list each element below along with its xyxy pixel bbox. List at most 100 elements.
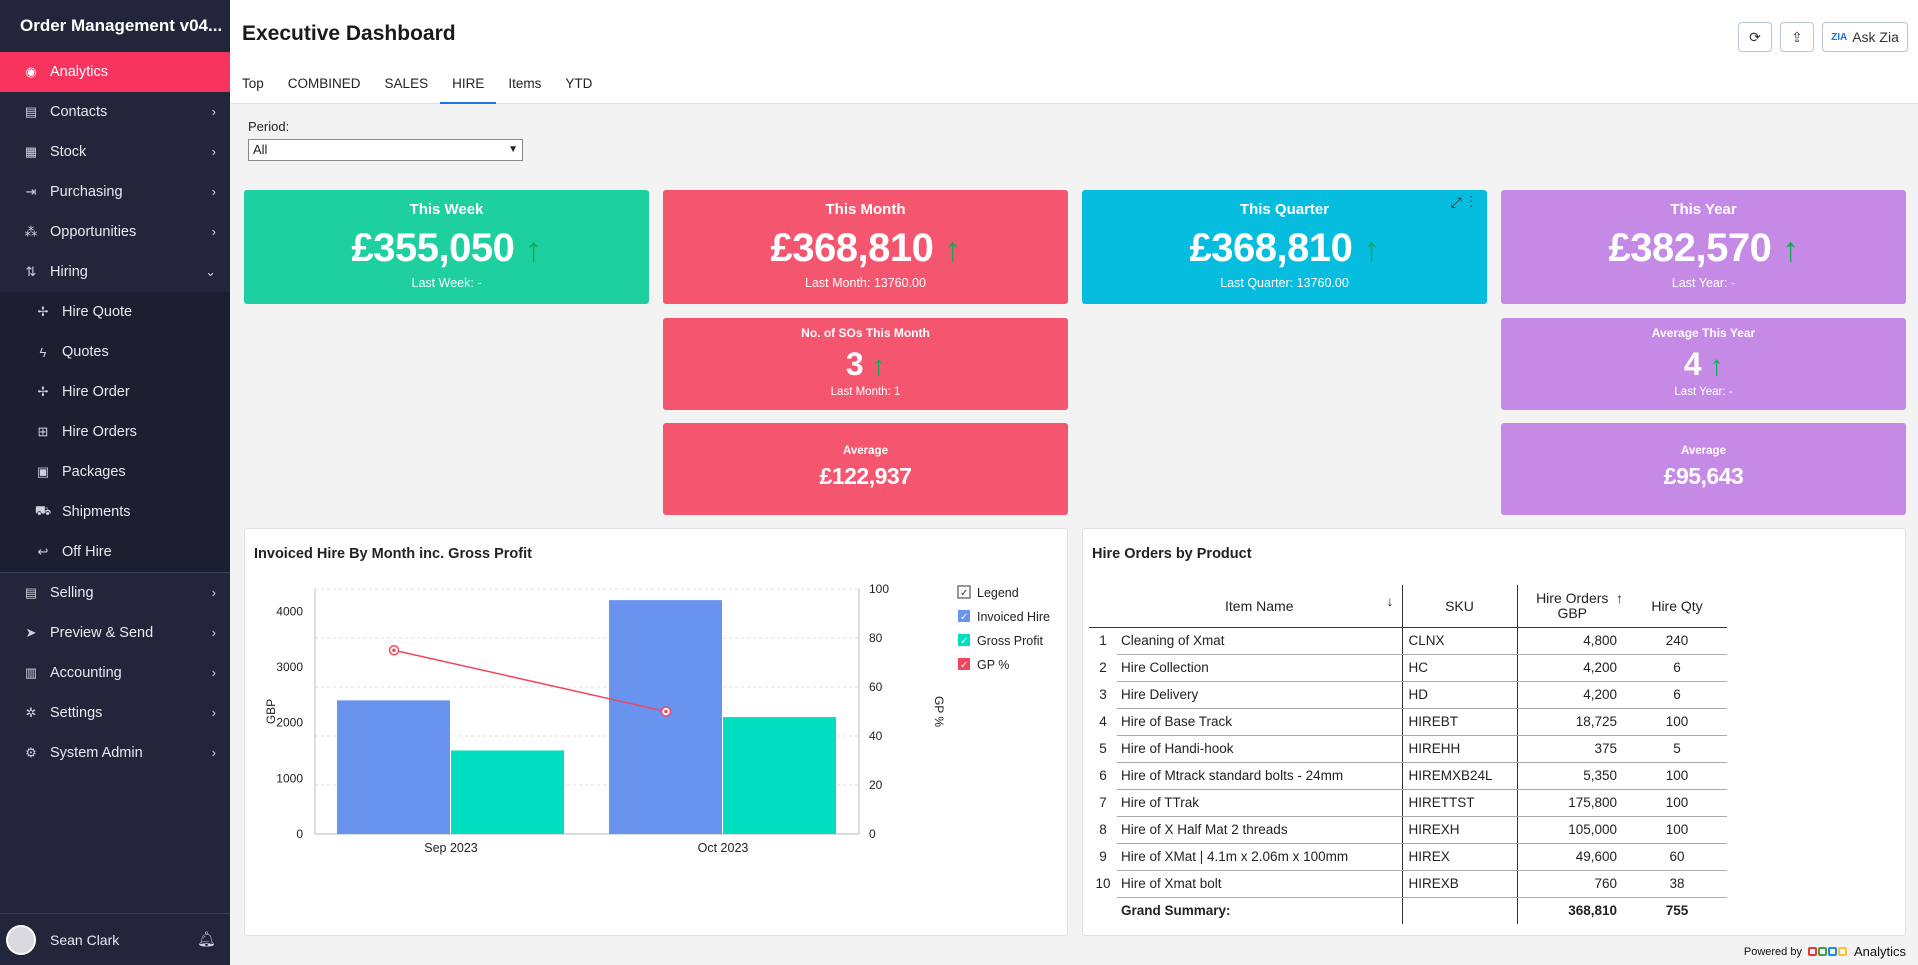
col-gbp-label: Hire Orders GBP bbox=[1536, 589, 1609, 621]
sidebar-subitem-packages[interactable]: ▣ Packages bbox=[0, 452, 230, 492]
sidebar-subitem-hire-order[interactable]: ✢ Hire Order bbox=[0, 372, 230, 412]
table-row[interactable]: 8 Hire of X Half Mat 2 threads HIREXH 105,0… bbox=[1089, 816, 1727, 844]
tab-hire[interactable]: HIRE bbox=[440, 66, 497, 104]
col-hire-qty[interactable]: Hire Qty bbox=[1627, 585, 1727, 628]
col-hire-orders-gbp[interactable]: Hire Orders GBP ↑ bbox=[1517, 585, 1627, 628]
sidebar-item-accounting[interactable]: ▥ Accounting › bbox=[0, 653, 230, 693]
sort-asc-icon[interactable]: ↑ bbox=[1616, 590, 1623, 606]
sidebar-item-settings[interactable]: ✲ Settings › bbox=[0, 693, 230, 733]
arrow-up-icon: ↑ bbox=[1781, 231, 1799, 269]
chart-panel: Invoiced Hire By Month inc. Gross Profit… bbox=[244, 528, 1068, 936]
sidebar-subitem-shipments[interactable]: ⛟ Shipments bbox=[0, 492, 230, 532]
row-index: 1 bbox=[1099, 633, 1107, 649]
kpi-sub: Last Week: - bbox=[411, 276, 482, 290]
table-row[interactable]: 9 Hire of XMat | 4.1m x 2.06m x 100mm HIRE… bbox=[1089, 843, 1727, 871]
more-menu-icon[interactable]: ⋮ bbox=[1469, 194, 1474, 210]
table-row[interactable]: 10 Hire of Xmat bolt HIREXB 760 38 bbox=[1089, 870, 1727, 898]
chevron-right-icon: › bbox=[211, 184, 216, 199]
summary-sku bbox=[1402, 897, 1518, 924]
brand-label: Analytics bbox=[1853, 944, 1906, 959]
sidebar-item-contacts[interactable]: ▤ Contacts › bbox=[0, 92, 230, 132]
kpi-card-this-month[interactable]: This Month £368,810 ↑ Last Month: 13760.… bbox=[663, 190, 1068, 304]
bar-invoiced-hire-1 bbox=[609, 600, 722, 834]
sidebar-subitem-quotes[interactable]: ϟ Quotes bbox=[0, 332, 230, 372]
avatar[interactable] bbox=[6, 924, 36, 955]
kpi-value: £368,810 bbox=[770, 226, 934, 270]
period-select[interactable]: All ▼ bbox=[248, 139, 523, 161]
bell-icon[interactable]: 🔔︎ bbox=[196, 931, 216, 948]
table-row[interactable]: 2 Hire Collection HC 4,200 6 bbox=[1089, 654, 1727, 682]
col-sku[interactable]: SKU bbox=[1402, 585, 1518, 628]
sidebar-item-label: Packages bbox=[62, 464, 126, 480]
table-row[interactable]: 4 Hire of Base Track HIREBT 18,725 100 bbox=[1089, 708, 1727, 736]
sidebar-item-hiring[interactable]: ⇅ Hiring ⌄ bbox=[0, 252, 230, 292]
summary-label: Grand Summary: bbox=[1117, 897, 1403, 924]
table-row[interactable]: 5 Hire of Handi-hook HIREHH 375 5 bbox=[1089, 735, 1727, 763]
sidebar-item-label: Selling bbox=[50, 585, 94, 601]
sidebar-item-preview-send[interactable]: ➤ Preview & Send › bbox=[0, 613, 230, 653]
sidebar-item-selling[interactable]: ▤ Selling › bbox=[0, 573, 230, 613]
kpi-card-average-this-year[interactable]: Average This Year 4 ↑ Last Year: - bbox=[1501, 318, 1906, 410]
table-row[interactable]: 6 Hire of Mtrack standard bolts - 24mm HIR… bbox=[1089, 762, 1727, 790]
sidebar-item-analytics[interactable]: ◉ Analytics bbox=[0, 52, 230, 92]
kpi-value: £368,810 bbox=[1189, 226, 1353, 270]
chart-title: Invoiced Hire By Month inc. Gross Profit bbox=[254, 546, 532, 562]
package-icon: ▣ bbox=[36, 464, 50, 479]
row-index: 4 bbox=[1099, 714, 1107, 729]
user-name: Sean Clark bbox=[50, 931, 120, 948]
export-button[interactable]: ⇪ bbox=[1780, 22, 1814, 52]
tab-bar: Top COMBINED SALES HIRE Items YTD bbox=[230, 66, 1918, 104]
sidebar-subitem-hire-orders[interactable]: ⊞ Hire Orders bbox=[0, 412, 230, 452]
col-item-name[interactable]: Item Name ↓ bbox=[1117, 585, 1403, 628]
sidebar-item-label: Hiring bbox=[50, 264, 88, 280]
sidebar-item-opportunities[interactable]: ⁂ Opportunities › bbox=[0, 212, 230, 252]
kpi-title: This Year bbox=[1670, 201, 1737, 218]
check-icon: ✓ bbox=[960, 588, 968, 599]
sidebar-item-label: Opportunities bbox=[50, 224, 137, 240]
tab-sales[interactable]: SALES bbox=[384, 76, 429, 91]
kpi-sub: Last Month: 13760.00 bbox=[805, 276, 926, 290]
tab-items[interactable]: Items bbox=[508, 76, 542, 91]
y2-tick-label: 60 bbox=[869, 680, 883, 694]
table-row[interactable]: 3 Hire Delivery HD 4,200 6 bbox=[1089, 681, 1727, 709]
tab-top[interactable]: Top bbox=[242, 76, 264, 91]
sidebar-item-stock[interactable]: ▦ Stock › bbox=[0, 132, 230, 172]
table-row[interactable]: 1 Cleaning of Xmat CLNX 4,800 240 bbox=[1089, 627, 1727, 655]
sidebar-subitem-hire-quote[interactable]: ✢ Hire Quote bbox=[0, 292, 230, 332]
chevron-right-icon: › bbox=[211, 705, 216, 720]
cell-gbp: 105,000 bbox=[1517, 816, 1627, 844]
sidebar-subitem-off-hire[interactable]: ↩ Off Hire bbox=[0, 532, 230, 572]
kpi-card-this-year[interactable]: This Year £382,570 ↑ Last Year: - bbox=[1501, 190, 1906, 304]
y2-tick-label: 80 bbox=[869, 631, 883, 645]
chevron-right-icon: › bbox=[211, 625, 216, 640]
tab-combined[interactable]: COMBINED bbox=[287, 76, 361, 91]
y-axis-label: GBP bbox=[264, 699, 278, 724]
period-label: Period: bbox=[248, 119, 290, 134]
user-bar[interactable]: Sean Clark 🔔︎ bbox=[0, 913, 230, 965]
expand-icon[interactable]: ⤢ bbox=[1450, 194, 1462, 210]
sidebar-item-purchasing[interactable]: ⇥ Purchasing › bbox=[0, 172, 230, 212]
tab-ytd[interactable]: YTD bbox=[565, 76, 593, 91]
bolt-icon: ϟ bbox=[39, 344, 47, 360]
y-tick-label: 2000 bbox=[276, 716, 303, 730]
legend-entry: Gross Profit bbox=[977, 634, 1044, 648]
kpi-card-average-year[interactable]: Average £95,643 bbox=[1501, 423, 1906, 515]
app-title[interactable]: Order Management v04... bbox=[20, 16, 223, 35]
return-icon: ↩ bbox=[37, 544, 49, 559]
sidebar-item-label: Preview & Send bbox=[50, 625, 154, 641]
sort-desc-icon[interactable]: ↓ bbox=[1386, 593, 1394, 609]
powered-by[interactable]: Powered by Analytics bbox=[1744, 944, 1906, 959]
cell-qty: 5 bbox=[1627, 735, 1727, 763]
refresh-button[interactable]: ⟳ bbox=[1738, 22, 1772, 52]
kpi-card-average-month[interactable]: Average £122,937 bbox=[663, 423, 1068, 515]
kpi-title: This Month bbox=[825, 201, 906, 218]
kpi-card-this-quarter[interactable]: ⤢ ⋮ This Quarter £368,810 ↑ Last Quarter… bbox=[1082, 190, 1487, 304]
ask-zia-button[interactable]: ZIA Ask Zia bbox=[1822, 22, 1908, 52]
sidebar-item-system-admin[interactable]: ⚙ System Admin › bbox=[0, 733, 230, 773]
sidebar-item-label: System Admin bbox=[50, 745, 143, 761]
legend-toggle-checkbox bbox=[957, 585, 971, 599]
kpi-card-sos-this-month[interactable]: No. of SOs This Month 3 ↑ Last Month: 1 bbox=[663, 318, 1068, 410]
kpi-card-this-week[interactable]: This Week £355,050 ↑ Last Week: - bbox=[244, 190, 649, 304]
check-icon: ✓ bbox=[960, 636, 968, 647]
table-row[interactable]: 7 Hire of TTrak HIRETTST 175,800 100 bbox=[1089, 789, 1727, 817]
